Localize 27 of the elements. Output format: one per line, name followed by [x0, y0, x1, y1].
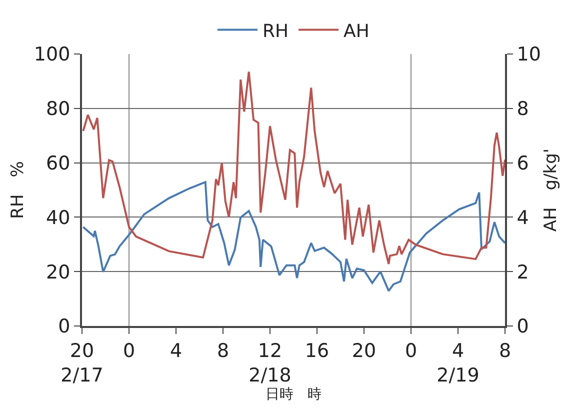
x-tick-label: 4 2/19	[436, 340, 480, 386]
legend-label: RH	[262, 20, 289, 42]
x-tick-label: 20	[352, 340, 376, 362]
y-tick-label: 20	[46, 261, 70, 284]
x-tick-label: 8	[216, 340, 230, 362]
y-tick-label: 40	[46, 206, 70, 229]
y2-tick-label: 2	[516, 261, 529, 284]
y2-axis-title: AH g/kg'	[540, 148, 561, 232]
y-tick-label: 0	[58, 316, 70, 338]
x-tick-label: 0	[122, 340, 136, 362]
x-tick-label: 8	[498, 340, 512, 362]
y2-tick-label: 6	[516, 152, 529, 174]
x-tick-label: 20 2/17	[60, 340, 104, 386]
x-axis-title: 日時 時	[266, 386, 322, 402]
y-tick-label: 100	[34, 44, 70, 66]
y-tick-label: 80	[46, 98, 70, 120]
x-tick-label: 0	[404, 340, 418, 362]
y2-tick-label: 8	[516, 98, 529, 120]
x-tick-label: 12 2/18	[248, 340, 292, 386]
y2-tick-label: 0	[516, 316, 529, 338]
legend-label: AH	[344, 20, 370, 42]
y2-tick-label: 4	[516, 206, 529, 229]
y2-tick-label: 10	[516, 44, 541, 66]
x-tick-label: 4	[170, 340, 182, 362]
y-tick-label: 60	[46, 152, 70, 174]
x-tick-label: 16	[304, 340, 330, 362]
y-axis-title: RH %	[8, 161, 28, 219]
